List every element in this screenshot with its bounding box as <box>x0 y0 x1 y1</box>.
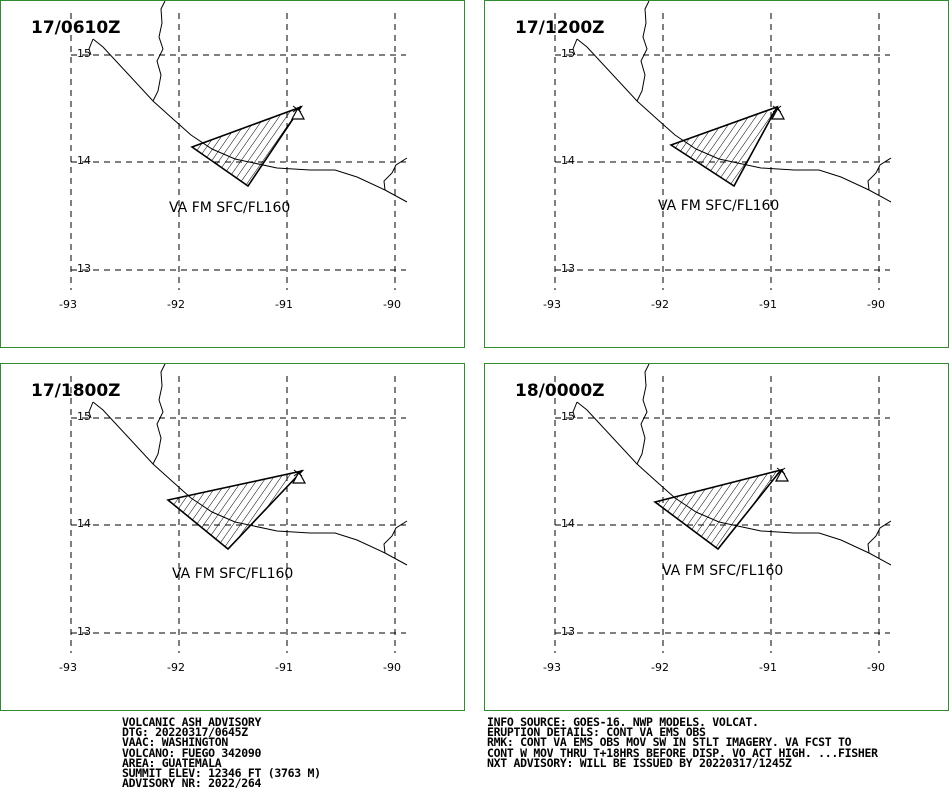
longitude-tick-label: -93 <box>59 298 77 311</box>
latitude-tick-label: 13 <box>77 625 91 638</box>
latitude-tick-label: 13 <box>77 262 91 275</box>
advisory-line: NXT ADVISORY: WILL BE ISSUED BY 20220317… <box>487 755 792 770</box>
longitude-tick-label: -90 <box>867 661 885 674</box>
graticule <box>70 376 406 653</box>
ash-label: VA FM SFC/FL160 <box>658 198 780 214</box>
advisory-line: VOLCANIC ASH ADVISORY <box>122 715 262 729</box>
ash-label: VA FM SFC/FL160 <box>172 566 294 582</box>
panel-time: 17/1200Z <box>515 18 605 38</box>
coastline-path <box>867 520 892 554</box>
panel-time: 17/1800Z <box>31 381 121 401</box>
volcano-marker <box>774 468 790 482</box>
ash-area <box>669 105 779 188</box>
coastline-path <box>636 364 650 465</box>
latitude-tick-label: 14 <box>561 517 575 530</box>
forecast-panel-4: 18/0000Z VA FM SFC/FL160 -93 -92 -91 -90 15 1… <box>484 363 949 711</box>
volcano-marker <box>290 106 306 120</box>
coastline-path <box>152 1 166 102</box>
volcano-icon <box>770 105 786 120</box>
ash-area <box>166 469 305 551</box>
latitude-tick-label: 15 <box>77 410 91 423</box>
graticule <box>554 13 890 290</box>
ash-area <box>653 468 784 551</box>
advisory-line: AREA: GUATEMALA <box>122 755 222 770</box>
longitude-tick-label: -91 <box>275 298 293 311</box>
ash-polygon <box>653 468 784 551</box>
coastline-path <box>867 157 892 191</box>
latitude-tick-label: 15 <box>561 47 575 60</box>
forecast-panel-3: 17/1800Z VA FM SFC/FL160 -93 -92 -91 -90 15 1… <box>0 363 465 711</box>
longitude-tick-label: -93 <box>59 661 77 674</box>
advisory-line: CONT W MOV THRU T+18HRS BEFORE DISP. VO … <box>487 745 878 760</box>
longitude-tick-label: -90 <box>383 661 401 674</box>
coastline-path <box>572 38 578 56</box>
coastline <box>572 364 892 566</box>
map-canvas <box>70 1 408 290</box>
longitude-tick-label: -91 <box>275 661 293 674</box>
panel-time: 18/0000Z <box>515 381 605 401</box>
longitude-tick-label: -92 <box>651 298 669 311</box>
volcano-marker <box>291 470 307 484</box>
longitude-tick-label: -90 <box>867 298 885 311</box>
longitude-tick-label: -91 <box>759 661 777 674</box>
coastline-path <box>636 1 650 102</box>
forecast-panel-2: 17/1200Z VA FM SFC/FL160 -93 -92 -91 -90 15 1… <box>484 0 949 348</box>
coastline-path <box>383 520 408 554</box>
ash-polygon <box>669 105 779 188</box>
advisory-line: ADVISORY NR: 2022/264 <box>122 776 262 791</box>
latitude-tick-label: 15 <box>561 410 575 423</box>
volcano-marker <box>770 106 786 120</box>
latitude-tick-label: 15 <box>77 47 91 60</box>
ash-area <box>190 105 304 188</box>
longitude-tick-label: -92 <box>651 661 669 674</box>
panel-time: 17/0610Z <box>31 18 121 38</box>
advisory-line: INFO SOURCE: GOES-16. NWP MODELS. VOLCAT… <box>487 715 759 729</box>
ash-polygon <box>190 105 304 188</box>
latitude-tick-label: 14 <box>561 154 575 167</box>
advisory-line: RMK: CONT VA EMS OBS MOV SW IN STLT IMAG… <box>487 735 852 750</box>
advisory-line: ERUPTION DETAILS: CONT VA EMS OBS <box>487 725 706 740</box>
advisory-header-text: VOLCANIC ASH ADVISORY DTG: 20220317/0645… <box>122 715 321 791</box>
forecast-panel-1: 17/0610Z VA FM SFC/FL160 -93 -92 -91 -90 15 1… <box>0 0 465 348</box>
volcano-icon <box>290 105 306 120</box>
coastline <box>88 364 408 566</box>
latitude-tick-label: 14 <box>77 154 91 167</box>
ash-label: VA FM SFC/FL160 <box>169 200 291 216</box>
latitude-tick-label: 14 <box>77 517 91 530</box>
volcano-icon <box>291 469 307 484</box>
latitude-tick-label: 13 <box>561 625 575 638</box>
map-canvas <box>554 1 892 290</box>
longitude-tick-label: -93 <box>543 298 561 311</box>
ash-label: VA FM SFC/FL160 <box>662 563 784 579</box>
coastline-path <box>152 364 166 465</box>
map-canvas <box>554 364 892 653</box>
longitude-tick-label: -92 <box>167 661 185 674</box>
coastline-path <box>88 38 94 56</box>
longitude-tick-label: -92 <box>167 298 185 311</box>
latitude-tick-label: 13 <box>561 262 575 275</box>
advisory-line: DTG: 20220317/0645Z <box>122 725 248 740</box>
longitude-tick-label: -91 <box>759 298 777 311</box>
longitude-tick-label: -90 <box>383 298 401 311</box>
advisory-remarks-text: INFO SOURCE: GOES-16. NWP MODELS. VOLCAT… <box>487 715 878 770</box>
graticule <box>70 13 406 290</box>
map-canvas <box>70 364 408 653</box>
coastline-path <box>383 157 408 191</box>
advisory-line: VAAC: WASHINGTON <box>122 735 228 750</box>
volcano-icon <box>774 467 790 482</box>
longitude-tick-label: -93 <box>543 661 561 674</box>
coastline-path <box>88 401 94 419</box>
advisory-line: SUMMIT ELEV: 12346 FT (3763 M) <box>122 766 321 781</box>
coastline-path <box>572 401 578 419</box>
ash-polygon <box>166 469 305 551</box>
advisory-line: VOLCANO: FUEGO 342090 <box>122 745 262 760</box>
